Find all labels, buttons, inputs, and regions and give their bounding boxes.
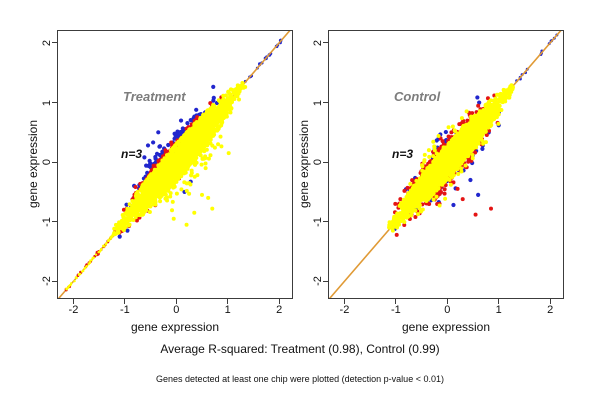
x-tick-mark (227, 299, 229, 304)
x-tick-mark (124, 299, 126, 304)
y-tick-mark (323, 102, 328, 104)
x-tick-label: -1 (390, 304, 401, 316)
y-tick-label: 0 (41, 159, 53, 166)
y-tick-label: -1 (41, 216, 53, 227)
y-tick-mark (52, 221, 57, 223)
x-tick-label: 0 (444, 304, 451, 316)
y-tick-label: 2 (41, 39, 53, 46)
x-tick-label: 1 (495, 304, 502, 316)
x-tick-label: -2 (339, 304, 350, 316)
x-tick-label: 2 (276, 304, 283, 316)
y-tick-mark (52, 102, 57, 104)
y-tick-mark (323, 161, 328, 163)
treatment-scatter-canvas (58, 31, 292, 298)
y-tick-label: -2 (41, 276, 53, 287)
x-tick-mark (278, 299, 280, 304)
y-tick-label: -2 (312, 276, 324, 287)
n-annotation-treatment: n=3 (121, 147, 143, 161)
y-tick-mark (52, 280, 57, 282)
x-tick-label: 0 (173, 304, 180, 316)
x-tick-mark (549, 299, 551, 304)
y-axis-title-control: gene expression (297, 119, 311, 209)
y-tick-mark (52, 161, 57, 163)
y-tick-mark (52, 42, 57, 44)
panel-title-control: Control (394, 89, 441, 104)
panel-treatment: Treatment n=3 gene expression gene expre… (26, 30, 293, 334)
control-scatter-canvas (329, 31, 563, 298)
y-tick-mark (323, 221, 328, 223)
caption: Average R-squared: Treatment (0.98), Con… (160, 342, 440, 356)
panel-control: Control n=3 gene expression gene express… (297, 30, 564, 334)
footnote: Genes detected at least one chip were pl… (156, 374, 444, 384)
x-tick-label: 2 (547, 304, 554, 316)
x-tick-label: -2 (68, 304, 79, 316)
x-axis-title-control: gene expression (401, 320, 491, 334)
x-tick-mark (72, 299, 74, 304)
y-tick-label: -1 (312, 216, 324, 227)
n-annotation-control: n=3 (392, 147, 414, 161)
x-axis-title-treatment: gene expression (130, 320, 220, 334)
x-tick-mark (498, 299, 500, 304)
y-tick-mark (323, 42, 328, 44)
panel-title-treatment: Treatment (123, 89, 186, 104)
x-tick-mark (175, 299, 177, 304)
y-tick-label: 2 (312, 39, 324, 46)
y-tick-label: 1 (41, 99, 53, 106)
y-tick-label: 0 (312, 159, 324, 166)
x-tick-mark (343, 299, 345, 304)
x-tick-label: -1 (119, 304, 130, 316)
x-tick-label: 1 (224, 304, 231, 316)
x-tick-mark (395, 299, 397, 304)
x-tick-mark (446, 299, 448, 304)
y-tick-label: 1 (312, 99, 324, 106)
y-tick-mark (323, 280, 328, 282)
y-axis-title-treatment: gene expression (26, 119, 40, 209)
